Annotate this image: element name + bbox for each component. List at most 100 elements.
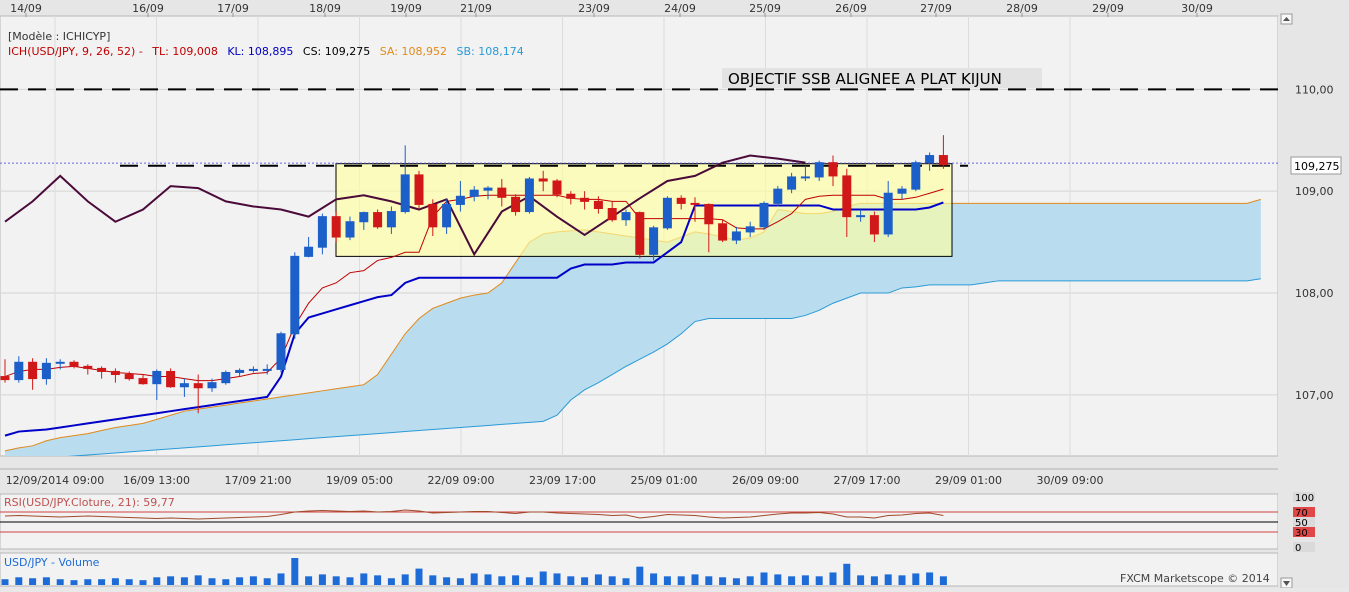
candle-body xyxy=(552,180,562,195)
volume-bar xyxy=(788,576,796,585)
candle-body xyxy=(676,197,686,204)
volume-bar xyxy=(691,574,699,585)
candle-body xyxy=(386,211,396,228)
volume-bar xyxy=(719,577,727,585)
volume-bar xyxy=(594,574,602,585)
volume-bar xyxy=(801,575,809,585)
volume-bar xyxy=(622,578,630,585)
candle-body xyxy=(649,227,659,255)
kl-label: KL: 108,895 xyxy=(227,45,293,58)
volume-bar xyxy=(374,575,382,585)
rsi-level-label: 30 xyxy=(1295,528,1308,539)
volume-bar xyxy=(222,579,230,585)
volume-bar xyxy=(249,576,257,585)
volume-bar xyxy=(870,576,878,585)
candle-body xyxy=(580,197,590,202)
model-label: [Modèle : ICHICYP] xyxy=(8,30,110,43)
candle-body xyxy=(897,188,907,194)
candle-body xyxy=(773,188,783,204)
volume-bar xyxy=(180,577,188,585)
volume-bar xyxy=(926,572,934,585)
candle-body xyxy=(373,212,383,228)
top-date-label: 24/09 xyxy=(664,2,696,15)
y-tick-label: 109,00 xyxy=(1295,185,1334,198)
top-date-label: 25/09 xyxy=(749,2,781,15)
candle-body xyxy=(759,202,769,228)
x-tick-label: 22/09 09:00 xyxy=(428,474,495,487)
candle-body xyxy=(524,178,534,213)
volume-bar xyxy=(650,573,658,585)
x-tick-label: 29/09 01:00 xyxy=(935,474,1002,487)
candle-body xyxy=(800,176,810,179)
volume-bar xyxy=(236,577,244,585)
candle-body xyxy=(593,200,603,210)
volume-bar xyxy=(29,578,37,585)
volume-bar xyxy=(608,576,616,585)
volume-bar xyxy=(387,578,395,585)
candle-body xyxy=(621,212,631,221)
candle-body xyxy=(69,361,79,367)
candle-body xyxy=(607,208,617,221)
rsi-level-label: 0 xyxy=(1295,543,1301,554)
volume-bar xyxy=(912,573,920,585)
volume-bar xyxy=(539,571,547,585)
rsi-level-label: 70 xyxy=(1295,508,1308,519)
candle-body xyxy=(235,369,245,373)
cs-label: CS: 109,275 xyxy=(303,45,370,58)
volume-bar xyxy=(291,558,299,585)
top-date-label: 28/09 xyxy=(1006,2,1038,15)
x-tick-label: 30/09 09:00 xyxy=(1037,474,1104,487)
candle-body xyxy=(0,376,10,381)
candle-body xyxy=(731,231,741,241)
volume-bar xyxy=(774,574,782,585)
volume-bar xyxy=(360,573,368,585)
candle-body xyxy=(455,195,465,205)
volume-bar xyxy=(111,578,119,585)
volume-bar xyxy=(939,576,947,585)
candle-body xyxy=(97,367,107,372)
candle-body xyxy=(262,368,272,371)
candle-body xyxy=(248,368,258,371)
volume-bar xyxy=(567,576,575,585)
candle-body xyxy=(152,370,162,385)
volume-bar xyxy=(525,577,533,585)
candle-body xyxy=(414,174,424,205)
candle-body xyxy=(566,193,576,199)
volume-bar xyxy=(84,579,92,585)
volume-label: USD/JPY - Volume xyxy=(4,556,100,569)
candle-body xyxy=(704,203,714,225)
volume-bar xyxy=(318,574,326,585)
volume-bar xyxy=(663,576,671,585)
candle-body xyxy=(317,216,327,248)
candle-body xyxy=(55,361,65,364)
volume-bar xyxy=(70,580,78,585)
candle-body xyxy=(110,370,120,376)
ichimoku-legend: ICH(USD/JPY, 9, 26, 52) - TL: 109,008 KL… xyxy=(8,45,524,58)
volume-bar xyxy=(15,577,23,585)
candle-body xyxy=(538,178,548,182)
volume-bar xyxy=(194,575,202,585)
candle-body xyxy=(28,361,38,380)
candle-body xyxy=(635,212,645,255)
candlesticks xyxy=(0,135,948,414)
rsi-label: RSI(USD/JPY.Cloture, 21): 59,77 xyxy=(4,496,175,509)
candle-body xyxy=(179,383,189,388)
volume-bar xyxy=(125,579,133,585)
candle-body xyxy=(511,196,521,213)
candle-body xyxy=(814,162,824,178)
volume-bar xyxy=(677,576,685,585)
candle-body xyxy=(83,365,93,369)
candle-body xyxy=(787,176,797,190)
candle-body xyxy=(400,174,410,213)
volume-bar xyxy=(829,572,837,585)
x-tick-label: 12/09/2014 09:00 xyxy=(6,474,105,487)
y-tick-label: 108,00 xyxy=(1295,287,1334,300)
x-tick-label: 16/09 13:00 xyxy=(123,474,190,487)
y-tick-label: 110,00 xyxy=(1295,83,1334,96)
volume-bar xyxy=(263,578,271,585)
volume-bar xyxy=(581,577,589,585)
candle-body xyxy=(883,192,893,235)
top-date-label: 21/09 xyxy=(460,2,492,15)
axes: 110,00 109,00 108,00 107,00 12/09/2014 09:00… xyxy=(0,2,1334,487)
volume-bar xyxy=(401,574,409,585)
